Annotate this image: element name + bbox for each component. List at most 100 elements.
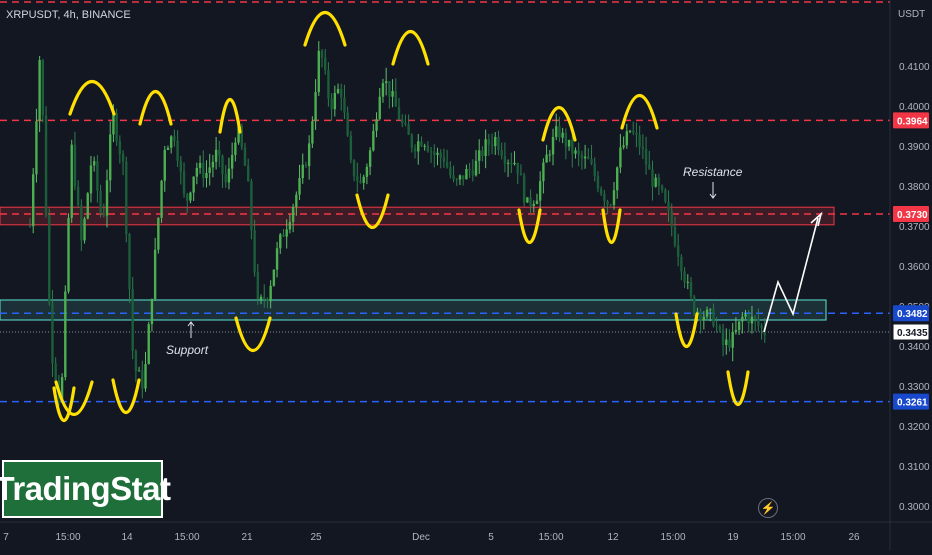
candle-body: [436, 152, 439, 155]
y-tick-label: 0.3300: [899, 382, 930, 393]
candle-body: [516, 162, 519, 174]
candle-body: [571, 139, 574, 154]
yellow-swing-mark: [674, 312, 699, 349]
candle-body: [593, 163, 596, 177]
candle-body: [83, 218, 86, 241]
candle-body: [612, 190, 616, 206]
y-tick-label: 0.3400: [899, 342, 930, 353]
candle-body: [352, 159, 356, 177]
candle-body: [96, 161, 99, 191]
candle-body: [648, 164, 651, 170]
candle-body: [38, 60, 41, 122]
zone-support[interactable]: [0, 299, 827, 321]
candle-body: [102, 213, 105, 216]
y-tick-label: 0.3900: [899, 142, 930, 153]
candle-body: [368, 150, 372, 167]
y-tick-label: 0.3000: [899, 502, 930, 513]
candle-body: [567, 139, 571, 147]
y-tick-label: 0.3200: [899, 422, 930, 433]
candle-body: [538, 181, 542, 201]
candle-body: [715, 326, 718, 328]
candle-body: [51, 303, 54, 364]
candle-body: [314, 92, 317, 122]
x-tick-label: 5: [488, 532, 494, 543]
yellow-swing-mark: [54, 380, 94, 416]
candle-body: [445, 161, 449, 168]
yellow-swing-mark: [218, 97, 242, 134]
candle-body: [307, 143, 311, 167]
candle-body: [702, 316, 706, 321]
candle-body: [311, 121, 314, 144]
candle-body: [433, 151, 436, 155]
candle-body: [218, 149, 221, 156]
candle-body: [753, 316, 757, 320]
candle-body: [728, 339, 731, 348]
candle-body: [109, 134, 112, 181]
price-tag: [893, 305, 929, 322]
y-tick-label: 0.3800: [899, 182, 930, 193]
candle-body: [529, 197, 532, 206]
candle-body: [70, 144, 73, 218]
candle-body: [295, 194, 298, 207]
x-tick-label: 7: [3, 532, 9, 543]
candle-body: [580, 154, 584, 159]
candle-body: [474, 160, 478, 176]
x-tick-label: 12: [607, 532, 619, 543]
lightning-icon[interactable]: ⚡: [758, 498, 778, 518]
candle-body: [458, 175, 462, 180]
candle-body: [32, 174, 35, 227]
x-tick-label: 25: [310, 532, 322, 543]
candle-body: [596, 176, 600, 189]
candle-body: [628, 130, 632, 132]
candle-body: [619, 147, 622, 168]
candle-body: [426, 145, 430, 152]
candle-body: [169, 136, 173, 148]
zone-resistance[interactable]: [0, 206, 835, 226]
logo-text: TradingStat: [0, 470, 171, 507]
candle-body: [118, 140, 122, 154]
candle-body: [452, 175, 455, 180]
y-tick-label: 0.3100: [899, 462, 930, 473]
candle-body: [349, 135, 353, 160]
candle-body: [64, 291, 67, 378]
candle-body: [622, 145, 625, 148]
candle-body: [105, 180, 109, 216]
candle-body: [246, 165, 250, 182]
candle-body: [673, 226, 677, 246]
candle-body: [279, 234, 282, 249]
candle-body: [192, 176, 195, 193]
candle-body: [211, 161, 215, 168]
candle-body: [603, 193, 606, 202]
candle-body: [522, 175, 526, 203]
candle-body: [413, 147, 417, 152]
candle-body: [744, 314, 747, 317]
candle-body: [606, 201, 609, 205]
candle-body: [497, 136, 500, 150]
candle-body: [378, 96, 381, 120]
candle-body: [494, 136, 497, 147]
candle-body: [500, 149, 503, 157]
candle-body: [725, 339, 728, 345]
candle-body: [166, 147, 170, 151]
candle-body: [221, 155, 224, 175]
candle-body: [615, 167, 619, 191]
candle-body: [288, 221, 292, 230]
candle-body: [709, 309, 712, 311]
candle-body: [256, 272, 260, 300]
candle-body: [186, 194, 189, 201]
price-tag-label: 0.3964: [897, 116, 928, 127]
candle-body: [224, 174, 227, 183]
candle-body: [660, 185, 664, 190]
candle-body: [291, 206, 295, 222]
candle-body: [734, 330, 738, 332]
candle-body: [503, 156, 507, 164]
price-tag-label: 0.3261: [897, 398, 928, 409]
candle-body: [657, 177, 661, 186]
zones: [0, 206, 835, 321]
candle-body: [182, 171, 186, 195]
candle-body: [336, 88, 340, 94]
candle-body: [333, 93, 337, 110]
candle-body: [67, 217, 70, 292]
